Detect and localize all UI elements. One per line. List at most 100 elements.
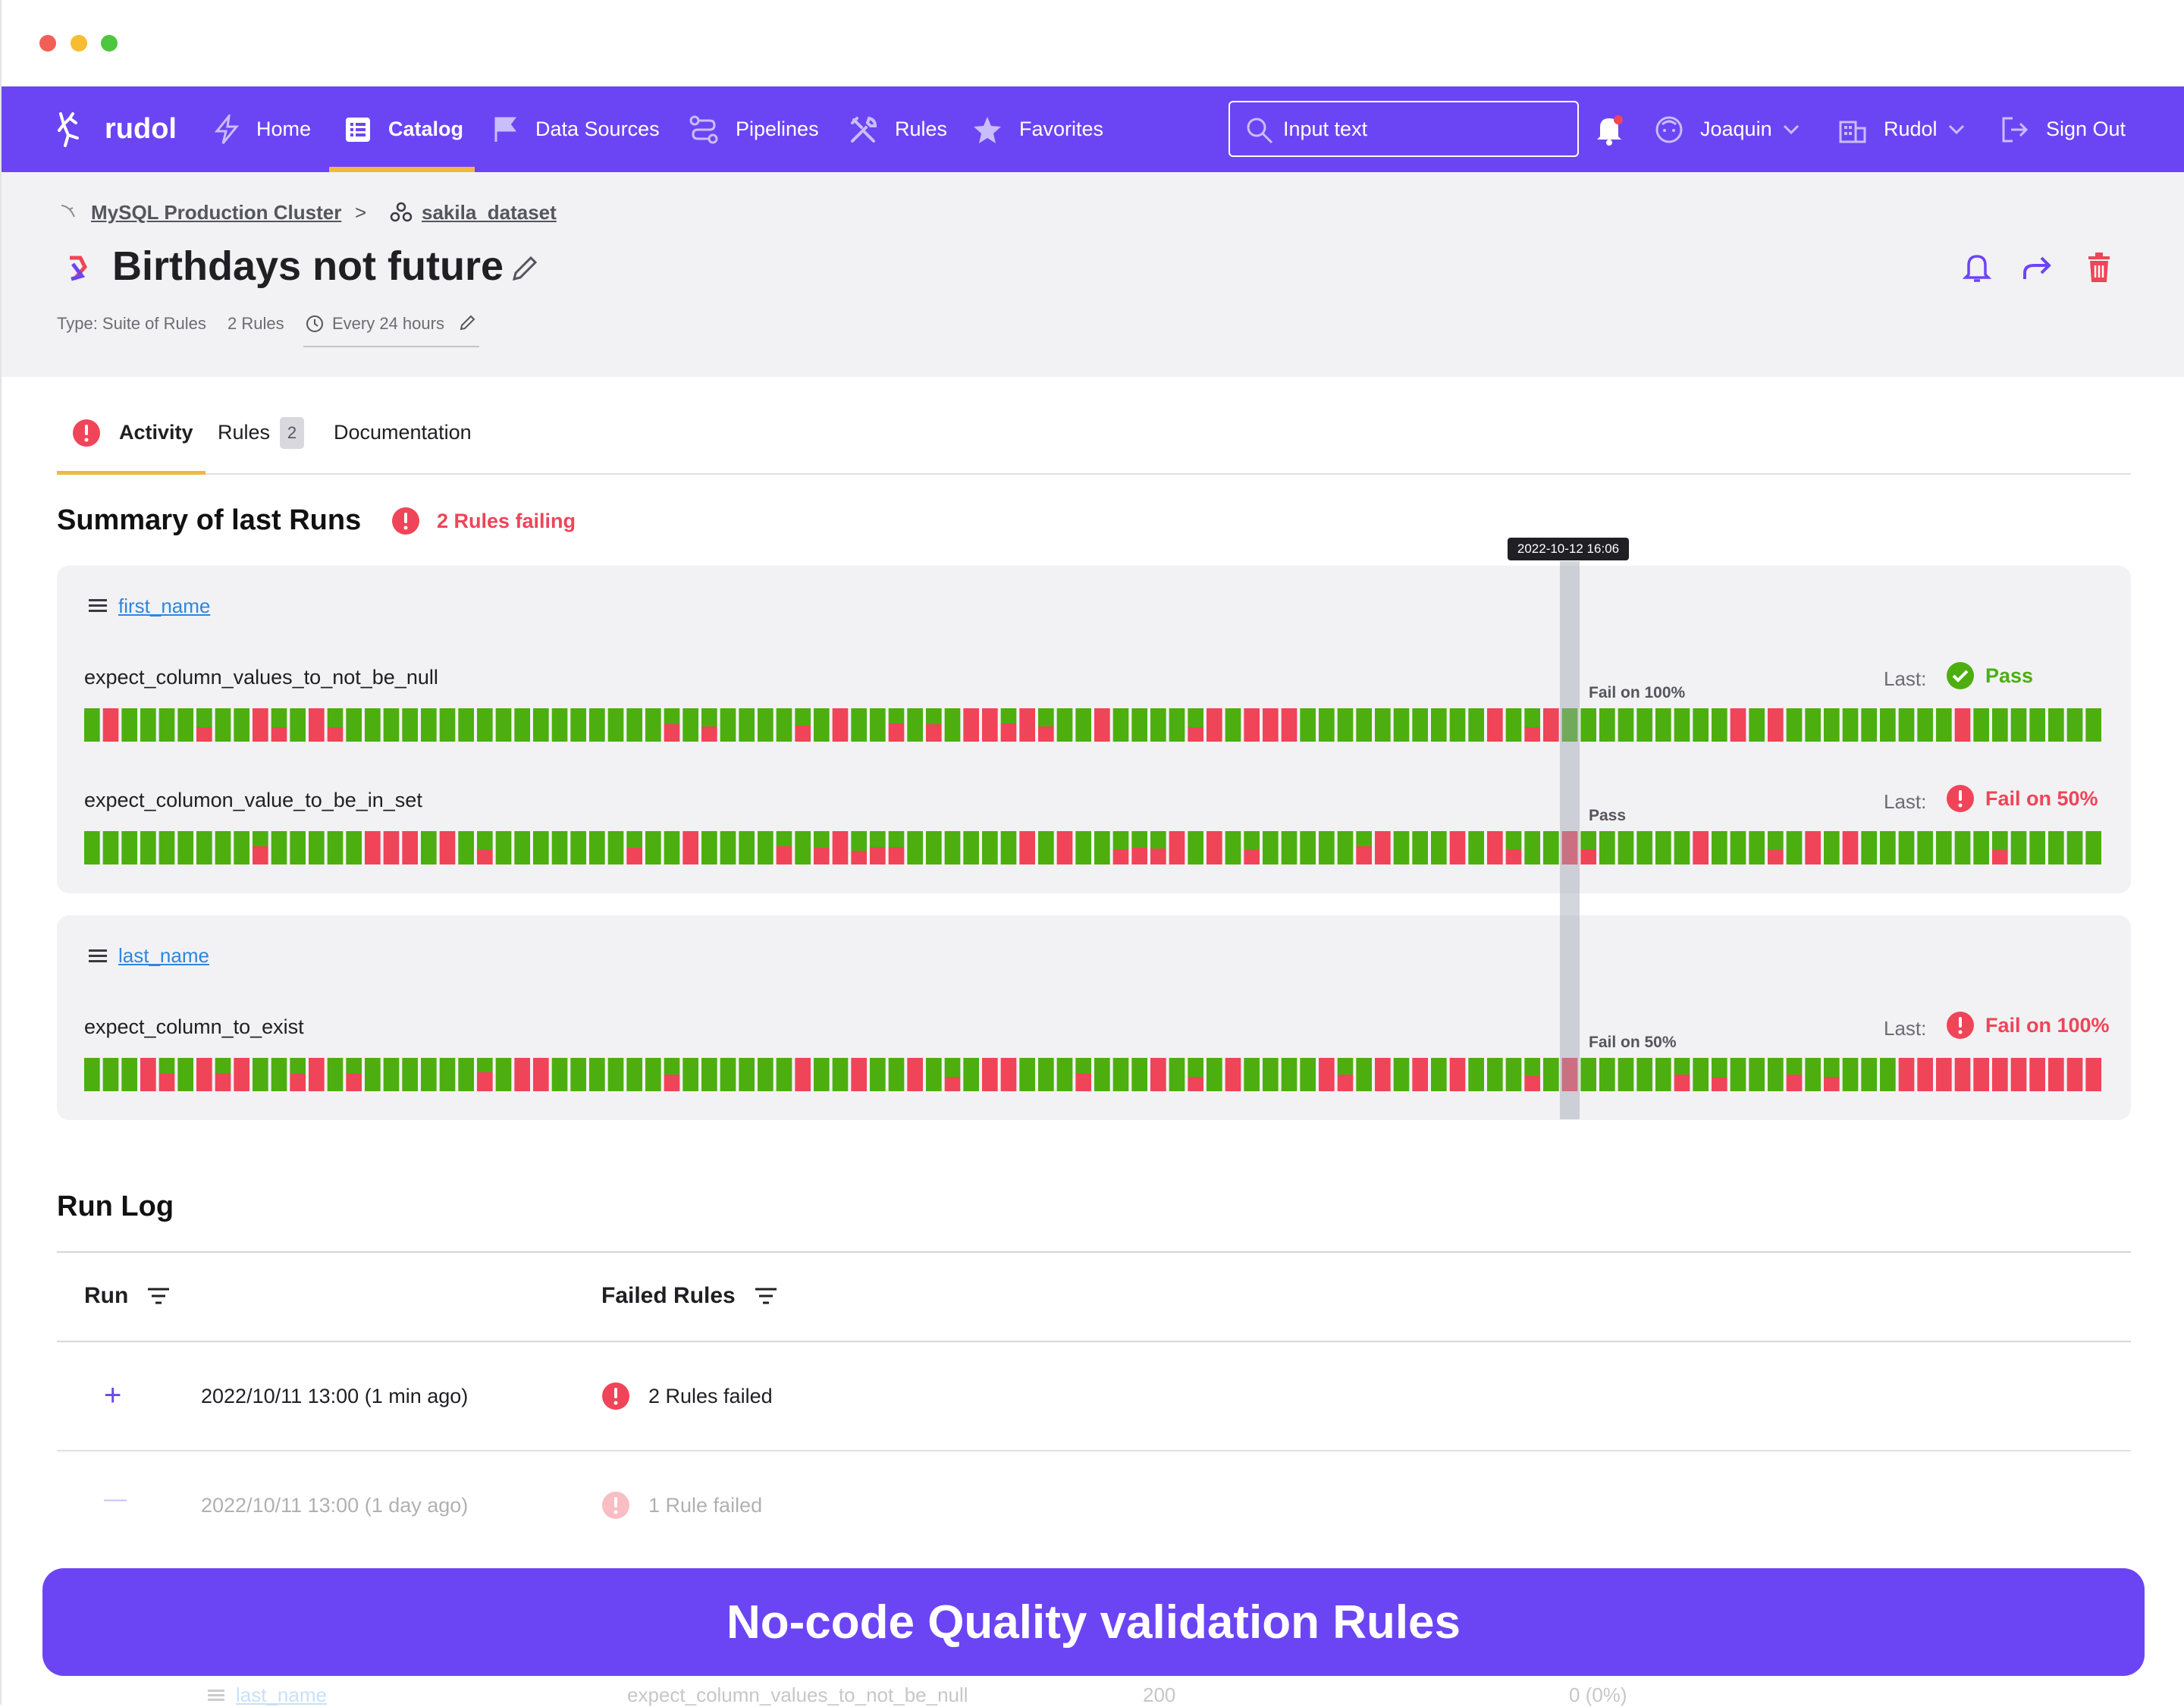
run-bar[interactable]	[514, 831, 530, 864]
run-log-row[interactable]: — 2022/10/11 13:00 (1 day ago) 1 Rule fa…	[57, 1451, 2131, 1561]
run-bar[interactable]	[2010, 708, 2027, 742]
run-bar[interactable]	[2085, 708, 2101, 742]
breadcrumb-dataset-link[interactable]: sakila_dataset	[422, 201, 557, 224]
run-bar[interactable]	[234, 831, 249, 864]
run-bar[interactable]	[851, 708, 867, 742]
run-bar[interactable]	[1898, 708, 1915, 742]
run-bar[interactable]	[963, 831, 979, 864]
run-bar[interactable]	[1300, 831, 1316, 864]
run-bar[interactable]	[1207, 708, 1222, 742]
run-bar[interactable]	[944, 1058, 961, 1091]
filter-icon[interactable]	[754, 1287, 778, 1305]
run-bar[interactable]	[1599, 1058, 1615, 1091]
run-bar[interactable]	[851, 831, 867, 864]
run-bar[interactable]	[982, 831, 998, 864]
run-bar[interactable]	[1244, 708, 1260, 742]
run-bar[interactable]	[645, 708, 661, 742]
run-bar[interactable]	[346, 708, 362, 742]
run-bar[interactable]	[1524, 1058, 1540, 1091]
run-bar[interactable]	[1188, 1058, 1203, 1091]
run-bar[interactable]	[1524, 831, 1540, 864]
run-bar[interactable]	[458, 831, 474, 864]
run-bar[interactable]	[570, 831, 586, 864]
run-bar[interactable]	[477, 831, 493, 864]
run-bar[interactable]	[1393, 831, 1410, 864]
run-bar[interactable]	[1337, 831, 1354, 864]
run-bar[interactable]	[1693, 1058, 1709, 1091]
run-bar[interactable]	[1375, 1058, 1391, 1091]
run-bar[interactable]	[1281, 708, 1298, 742]
run-bar[interactable]	[1880, 1058, 1896, 1091]
run-bar[interactable]	[1000, 831, 1017, 864]
run-bar[interactable]	[215, 1058, 231, 1091]
run-bar[interactable]	[1561, 1058, 1578, 1091]
run-bar[interactable]	[1263, 708, 1279, 742]
run-bar[interactable]	[253, 708, 268, 742]
run-bar[interactable]	[121, 831, 137, 864]
run-bar[interactable]	[1954, 831, 1971, 864]
expand-row-button[interactable]: +	[104, 1379, 122, 1412]
run-bar[interactable]	[346, 831, 362, 864]
run-bar[interactable]	[1281, 1058, 1298, 1091]
run-bar[interactable]	[739, 1058, 755, 1091]
run-bar[interactable]	[2048, 1058, 2064, 1091]
run-bar[interactable]	[271, 1058, 287, 1091]
run-bar[interactable]	[1524, 708, 1540, 742]
run-bar[interactable]	[1487, 1058, 1503, 1091]
run-bar[interactable]	[1861, 708, 1877, 742]
run-bar[interactable]	[720, 708, 736, 742]
run-bar[interactable]	[645, 831, 661, 864]
run-bar[interactable]	[1505, 1058, 1522, 1091]
nav-item-home[interactable]: Home	[214, 86, 311, 172]
run-bar[interactable]	[1636, 1058, 1652, 1091]
run-bar[interactable]	[84, 708, 100, 742]
run-bar[interactable]	[1393, 708, 1410, 742]
run-bar[interactable]	[944, 831, 961, 864]
run-bar[interactable]	[1075, 708, 1091, 742]
run-bar[interactable]	[1861, 831, 1877, 864]
run-bar[interactable]	[2010, 831, 2027, 864]
run-bar[interactable]	[795, 831, 811, 864]
run-bar[interactable]	[1543, 1058, 1559, 1091]
run-bar[interactable]	[1693, 831, 1709, 864]
run-bar[interactable]	[234, 1058, 249, 1091]
run-bar[interactable]	[533, 831, 549, 864]
run-bar[interactable]	[1655, 831, 1671, 864]
run-bar[interactable]	[1842, 1058, 1859, 1091]
run-bar[interactable]	[926, 831, 942, 864]
tab-activity[interactable]: Activity	[57, 394, 206, 475]
run-bar[interactable]	[1824, 1058, 1840, 1091]
column-header-failed-rules[interactable]: Failed Rules	[601, 1283, 778, 1309]
run-bar[interactable]	[1356, 1058, 1372, 1091]
run-bar[interactable]	[1487, 708, 1503, 742]
run-bar[interactable]	[1898, 831, 1915, 864]
minimize-window-button[interactable]	[71, 35, 87, 52]
run-bar[interactable]	[327, 831, 344, 864]
run-bar[interactable]	[1749, 1058, 1765, 1091]
run-bar[interactable]	[1019, 1058, 1035, 1091]
run-bar[interactable]	[514, 1058, 530, 1091]
run-bar[interactable]	[1917, 831, 1933, 864]
run-bar[interactable]	[309, 1058, 325, 1091]
run-bar[interactable]	[1169, 708, 1185, 742]
run-bar[interactable]	[1674, 831, 1690, 864]
run-bar[interactable]	[196, 831, 212, 864]
run-bar[interactable]	[290, 1058, 306, 1091]
run-bar[interactable]	[907, 1058, 923, 1091]
nav-item-rules[interactable]: Rules	[849, 86, 947, 172]
run-log-row[interactable]: + 2022/10/11 13:00 (1 min ago) 2 Rules f…	[57, 1342, 2131, 1451]
run-bar[interactable]	[253, 1058, 268, 1091]
column-header-run[interactable]: Run	[84, 1283, 171, 1309]
run-bar[interactable]	[1225, 1058, 1241, 1091]
run-bar[interactable]	[102, 831, 119, 864]
run-bar[interactable]	[365, 831, 381, 864]
run-bar[interactable]	[196, 1058, 212, 1091]
run-bar[interactable]	[1543, 708, 1559, 742]
run-bar[interactable]	[1038, 831, 1054, 864]
run-bar[interactable]	[1094, 708, 1110, 742]
run-bar[interactable]	[1954, 1058, 1971, 1091]
run-bar[interactable]	[926, 1058, 942, 1091]
run-bar[interactable]	[645, 1058, 661, 1091]
run-bar[interactable]	[607, 831, 624, 864]
run-bar[interactable]	[701, 1058, 717, 1091]
